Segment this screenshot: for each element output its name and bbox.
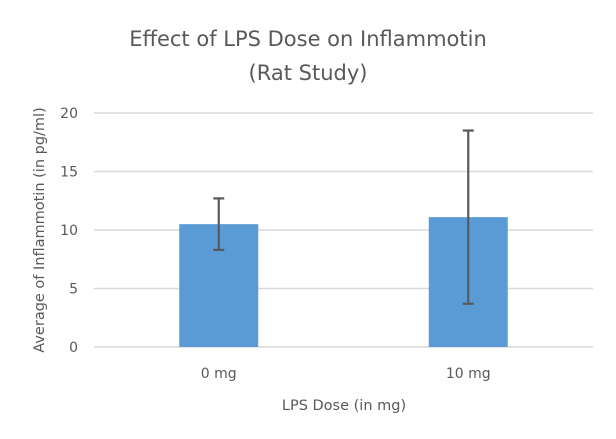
y-tick-label: 5 <box>69 282 78 298</box>
y-tick-label: 20 <box>60 106 78 122</box>
y-tick-label: 0 <box>69 340 78 356</box>
y-tick-label: 10 <box>60 223 78 239</box>
x-tick-label: 0 mg <box>201 366 237 382</box>
y-axis-label: Average of Inflammotin (in pg/ml) <box>32 107 48 352</box>
x-tick-label: 10 mg <box>446 366 491 382</box>
bars <box>179 217 508 347</box>
error-bars <box>213 129 474 305</box>
chart-title-line-1: Effect of LPS Dose on Inflammotin <box>129 27 487 51</box>
x-tick-labels: 0 mg 10 mg <box>201 366 491 382</box>
gridlines <box>94 112 593 348</box>
y-tick-labels: 0 5 10 15 20 <box>60 106 78 356</box>
y-tick-label: 15 <box>60 165 78 181</box>
x-axis-label: LPS Dose (in mg) <box>282 398 406 414</box>
chart-title-line-2: (Rat Study) <box>249 61 368 85</box>
